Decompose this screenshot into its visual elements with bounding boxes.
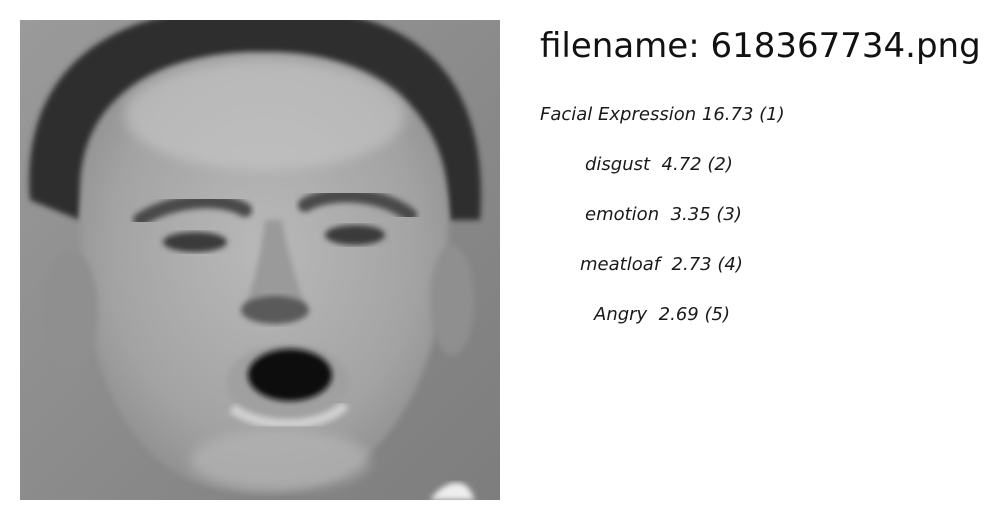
prediction-score: 2.73	[671, 254, 712, 275]
prediction-label: emotion	[585, 204, 660, 225]
prediction-label: disgust	[585, 154, 651, 175]
prediction-rank: (5)	[704, 304, 730, 325]
prediction-rank: (2)	[707, 154, 733, 175]
prediction-row: emotion 3.35 (3)	[585, 202, 742, 228]
prediction-row: disgust 4.72 (2)	[585, 152, 733, 178]
filename-value: 618367734.png	[710, 26, 981, 66]
face-photo-image	[20, 20, 500, 500]
prediction-label: meatloaf	[580, 254, 661, 275]
prediction-score: 16.73	[701, 104, 754, 125]
prediction-score: 2.69	[658, 304, 699, 325]
filename-label: filename:	[540, 26, 700, 66]
face-photo	[20, 20, 500, 500]
prediction-row: Facial Expression 16.73 (1)	[540, 102, 785, 128]
prediction-label: Facial Expression	[540, 104, 697, 125]
prediction-rank: (1)	[759, 104, 785, 125]
prediction-row: Angry 2.69 (5)	[594, 302, 730, 328]
prediction-rank: (4)	[717, 254, 743, 275]
prediction-row: meatloaf 2.73 (4)	[580, 252, 743, 278]
prediction-score: 4.72	[661, 154, 702, 175]
prediction-rank: (3)	[716, 204, 742, 225]
prediction-label: Angry	[594, 304, 648, 325]
prediction-score: 3.35	[670, 204, 711, 225]
filename-heading: filename: 618367734.png	[540, 24, 981, 68]
